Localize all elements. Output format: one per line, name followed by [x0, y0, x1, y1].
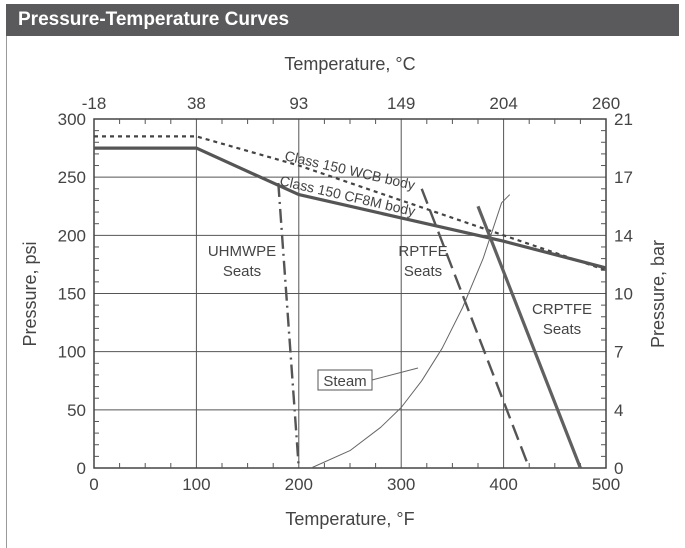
x2-tick-label: 93 — [289, 94, 308, 113]
x2-tick-label: 149 — [387, 94, 415, 113]
tick-labels: 0 100 200 300 400 500-18 38 93 149 204 26005010015… — [58, 94, 633, 494]
y-tick-label: 250 — [58, 168, 86, 187]
y-tick-label: 100 — [58, 343, 86, 362]
y-tick-label: 300 — [58, 110, 86, 129]
x-tick-label: 200 — [285, 475, 313, 494]
x2-tick-label: -18 — [82, 94, 107, 113]
x2-tick-label: 38 — [187, 94, 206, 113]
x2-tick-label: 260 — [592, 94, 620, 113]
annotation-rptfe: RPTFE — [398, 243, 447, 260]
frame-border — [6, 36, 7, 548]
y-tick-label: 0 — [77, 459, 86, 478]
y-tick-label: 200 — [58, 226, 86, 245]
annotation-crptfe-seats: Seats — [543, 321, 581, 338]
y2-tick-label: 17 — [614, 168, 633, 187]
annotation-uhmwpe-seats: Seats — [223, 263, 261, 280]
x-tick-label: 500 — [592, 475, 620, 494]
y2-tick-label: 21 — [614, 110, 633, 129]
y-axis-label: Pressure, psi — [20, 241, 40, 346]
series-line-crptfe — [476, 205, 582, 469]
annotation-crptfe: CRPTFE — [532, 301, 592, 318]
series-line-rptfe — [420, 188, 531, 469]
chart-title: Pressure-Temperature Curves — [6, 4, 679, 36]
y2-tick-label: 7 — [614, 343, 623, 362]
x-tick-label: 100 — [182, 475, 210, 494]
y2-tick-label: 0 — [614, 459, 623, 478]
steam-leader-line — [371, 367, 419, 381]
y2-tick-label: 4 — [614, 401, 623, 420]
x-tick-label: 300 — [387, 475, 415, 494]
annotation-steam: Steam — [323, 373, 366, 390]
y-tick-label: 50 — [67, 401, 86, 420]
series-lines — [94, 135, 607, 469]
y2-axis-label: Pressure, bar — [648, 240, 668, 348]
y-tick-label: 150 — [58, 285, 86, 304]
series-line-steam — [310, 194, 511, 469]
x-axis-label: Temperature, °F — [285, 509, 414, 529]
x2-tick-label: 204 — [489, 94, 517, 113]
series-line-class-150-wcb-body — [94, 135, 607, 272]
annotation-rptfe-seats: Seats — [404, 263, 442, 280]
grid — [93, 118, 607, 469]
annotation-uhmwpe: UHMWPE — [208, 243, 276, 260]
series-line-uhmwpe — [277, 182, 300, 469]
x2-axis-label: Temperature, °C — [284, 54, 415, 74]
y2-tick-label: 10 — [614, 285, 633, 304]
x-tick-label: 0 — [89, 475, 98, 494]
y2-tick-label: 14 — [614, 226, 633, 245]
series-line-class-150-cf8m-body — [94, 146, 607, 270]
x-tick-label: 400 — [489, 475, 517, 494]
